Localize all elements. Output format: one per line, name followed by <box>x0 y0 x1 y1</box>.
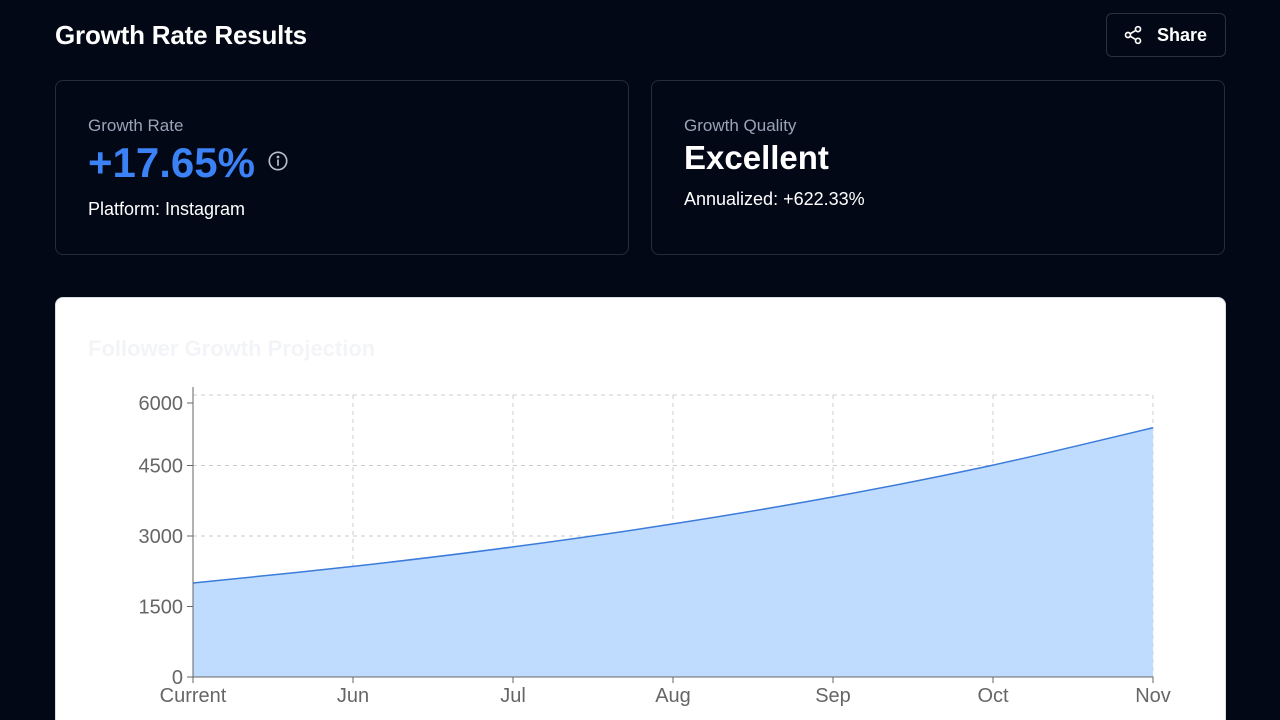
annualized-text: Annualized: +622.33% <box>684 189 865 209</box>
growth-projection-chart: 0 1500 3000 4500 6000 Current Jun Jul Aug Sep Oct N… <box>139 387 1171 707</box>
x-tick-label: Jul <box>500 685 526 707</box>
y-tick-label: 0 <box>172 667 183 689</box>
x-tick-label: Oct <box>977 685 1009 707</box>
growth-rate-label: Growth Rate <box>88 116 184 135</box>
y-tick-label: 6000 <box>139 393 184 415</box>
growth-rate-row: +17.65% <box>88 139 596 187</box>
series-area <box>193 427 1153 677</box>
x-tick-label: Sep <box>815 685 851 707</box>
chart-title: Follower Growth Projection <box>88 336 376 361</box>
share-button[interactable]: Share <box>1105 13 1226 57</box>
platform-text: Platform: Instagram <box>88 199 246 219</box>
x-tick-label: Aug <box>655 685 691 707</box>
x-tick-label: Current <box>160 685 227 707</box>
x-tick-label: Nov <box>1135 685 1171 707</box>
growth-quality-label: Growth Quality <box>684 116 797 135</box>
growth-quality-card: Growth Quality Excellent Annualized: +62… <box>651 80 1225 255</box>
header: Growth Rate Results Share <box>55 12 1226 58</box>
growth-rate-value: +17.65% <box>88 139 255 186</box>
y-tick-label: 1500 <box>139 597 184 619</box>
share-button-label: Share <box>1156 24 1207 45</box>
growth-quality-value: Excellent <box>684 139 829 176</box>
x-tick-label: Jun <box>337 685 369 707</box>
y-tick-label: 3000 <box>139 526 184 548</box>
info-icon[interactable] <box>267 150 289 177</box>
series-line <box>192 426 1154 584</box>
growth-rate-card: Growth Rate +17.65% Platform: Instagram <box>55 80 629 255</box>
chart-card: Follower Growth Projection 0 1500 3000 4500… <box>55 297 1226 720</box>
share-icon <box>1123 25 1143 45</box>
page-title: Growth Rate Results <box>55 19 307 50</box>
y-tick-label: 4500 <box>139 456 184 478</box>
